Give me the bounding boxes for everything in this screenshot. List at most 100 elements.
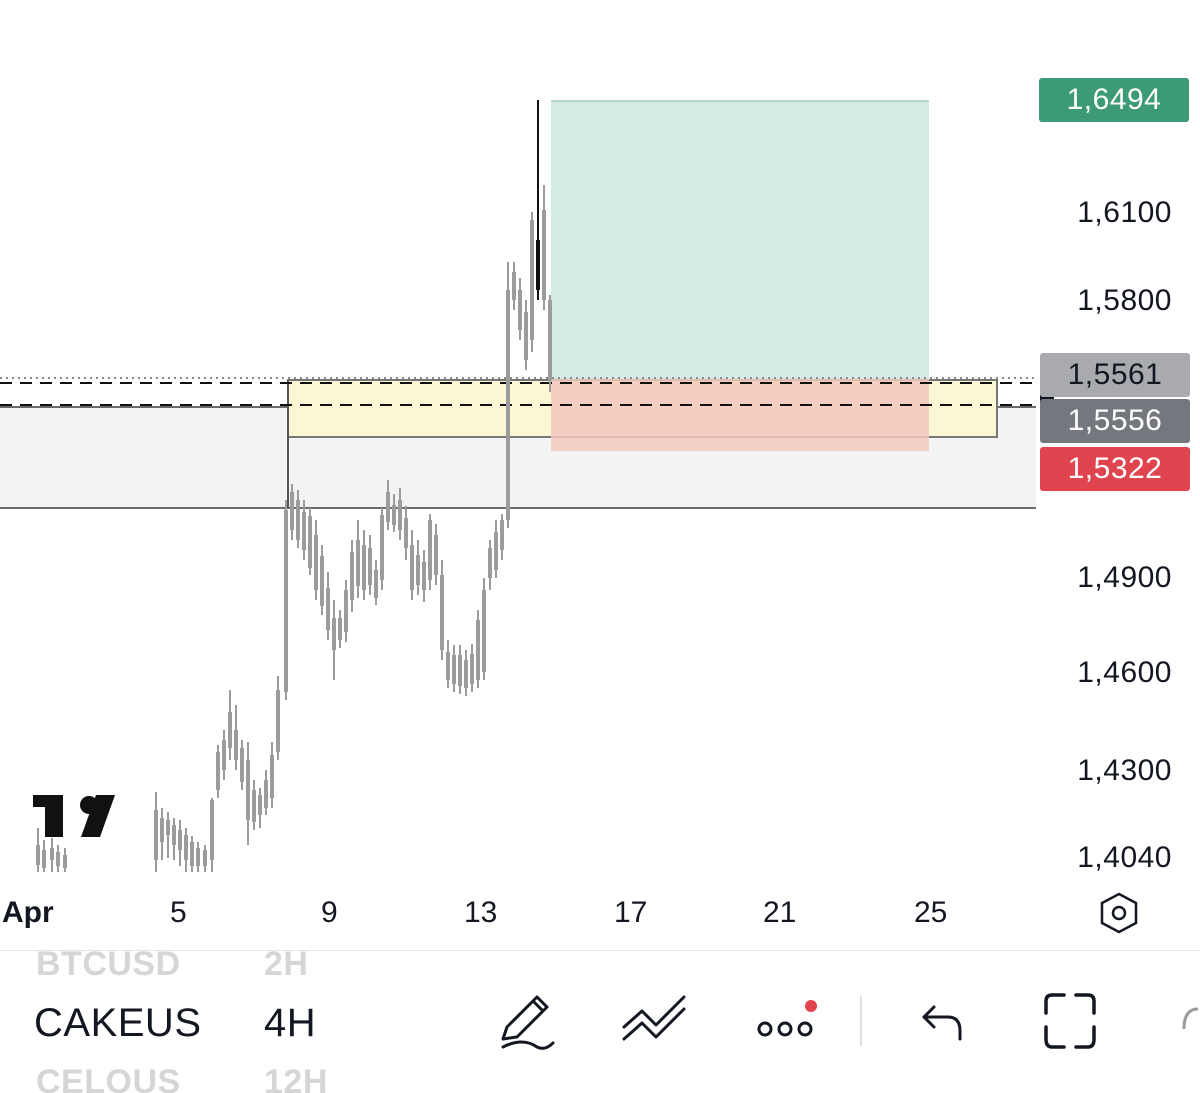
candle-body [506,290,510,520]
pen-tool-button[interactable] [485,981,565,1061]
price-chart[interactable] [0,0,1200,950]
candle-body [494,532,498,570]
take-profit-tag: 1,6494 [1039,78,1189,122]
trend-line-button[interactable] [614,981,694,1061]
interval-prev[interactable]: 2H [264,950,309,983]
x-tick: 5 [170,896,187,929]
candle-body [416,555,420,585]
candle-body [228,712,232,748]
candle-body [392,505,396,525]
candle-body [518,290,522,330]
candle-body [428,520,432,580]
loop-icon [1182,1007,1199,1030]
candle-body [452,655,456,684]
fullscreen-button[interactable] [1030,981,1110,1061]
notification-dot [805,1000,817,1012]
candle-body [470,654,474,684]
candle-body [246,760,250,820]
candle-body [36,845,40,865]
hexagon-gear-icon[interactable] [1100,892,1138,934]
y-tick: 1,6100 [1077,196,1172,229]
candle-body [56,852,60,866]
candle-body [258,795,262,815]
toolbar-divider [860,996,862,1046]
symbol-current[interactable]: CAKEUS [34,1001,202,1045]
candle-body [234,730,238,760]
candle-body [386,492,390,522]
pen-icon [501,995,555,1050]
candle-body [482,590,486,672]
symbol-next[interactable]: CELOUS [36,1063,181,1093]
candle-body [172,825,176,845]
candle-body [488,548,492,578]
candle-body [440,575,444,650]
candle-body [548,300,552,380]
candle-body [362,545,366,590]
candle-body [203,850,207,866]
loss-zone [551,379,929,451]
x-tick: 21 [763,896,797,929]
entry-price-tag: 1,5556 [1040,399,1190,443]
y-tick: 1,4900 [1077,561,1172,594]
candle-body [332,618,336,650]
candle-body [404,518,408,548]
candle-body [524,312,528,360]
candle-body [160,818,164,842]
candle-body [410,545,414,590]
candle-body [210,800,214,860]
stop-loss-tag: 1,5322 [1040,447,1190,491]
candle-body [42,850,46,868]
candle-body [184,835,188,860]
candle-body [270,755,274,798]
y-tick: 1,4040 [1077,841,1172,874]
candle-body [196,848,200,866]
chart-area[interactable]: 1,6100 1,5800 1,4900 1,4600 1,4300 1,404… [0,0,1200,950]
candle-body [542,210,546,300]
candle-body [284,510,288,692]
undo-button[interactable] [898,981,978,1061]
candle-body [252,790,256,822]
candle-body [50,848,54,860]
x-tick: 17 [614,896,648,929]
more-icon [757,1000,817,1037]
candle-body [308,516,312,568]
y-tick: 1,4300 [1077,754,1172,787]
candle-body [190,842,194,866]
candle-body [500,520,504,550]
candle-body [264,780,268,808]
interval-current[interactable]: 4H [264,1001,317,1045]
candle-body [240,748,244,782]
candle-body [536,240,540,290]
candle-body [380,515,384,580]
fullscreen-icon [1044,993,1096,1049]
candle-body [276,690,280,752]
candle-body [178,830,182,850]
candle-body [458,655,462,686]
candle-body [296,500,300,540]
x-tick: 13 [464,896,498,929]
current-price-tag: 1,5561 [1040,353,1190,397]
more-button[interactable] [745,981,825,1061]
interval-next[interactable]: 12H [264,1063,328,1093]
candle-body [320,556,324,606]
x-tick: 9 [321,896,338,929]
candle-body [422,562,426,590]
trend-line-icon [622,995,686,1041]
candle-body [446,652,450,680]
candle-body [344,590,348,632]
candle-body [476,620,480,680]
candle-body [356,540,360,586]
partial-icon-button[interactable] [1170,981,1200,1061]
profit-zone [551,101,929,379]
symbol-prev[interactable]: BTCUSD [36,950,181,983]
candle-body [350,552,354,600]
y-tick: 1,4600 [1077,656,1172,689]
candle-body [63,855,67,868]
candle-body [290,492,294,530]
candle-body [222,740,226,770]
candle-body [314,535,318,590]
candle-body [326,588,330,630]
candle-body [464,660,468,688]
candle-body [374,570,378,598]
undo-icon [922,1005,962,1041]
